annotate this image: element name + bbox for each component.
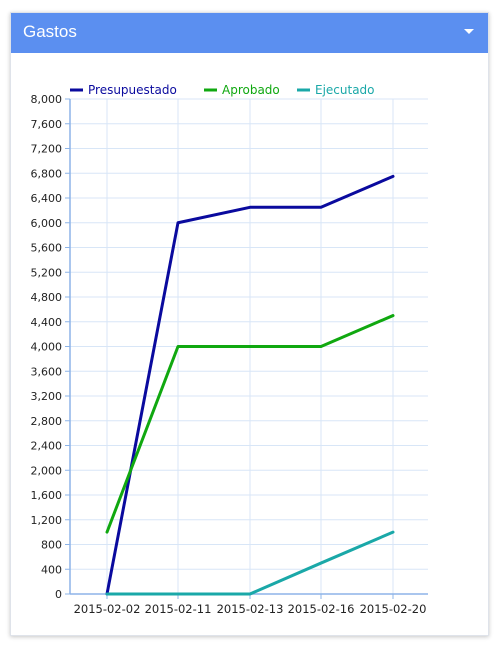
x-tick-label: 2015-02-13 (217, 602, 284, 616)
y-tick-label: 4,000 (31, 341, 63, 354)
panel-title: Gastos (23, 22, 77, 41)
y-tick-label: 8,000 (31, 93, 63, 106)
dropdown-toggle-button[interactable] (458, 21, 480, 43)
x-axis-ticks: 2015-02-02 2015-02-11 2015-02-13 2015-02-16… (74, 594, 427, 616)
x-tick-label: 2015-02-11 (145, 602, 212, 616)
series-line-aprobado (105, 314, 395, 534)
y-tick-label: 2,800 (31, 415, 63, 428)
y-tick-label: 3,600 (31, 365, 63, 378)
series-line-presupuestado (105, 174, 395, 596)
y-tick-label: 4,800 (31, 291, 63, 304)
y-tick-label: 400 (41, 563, 62, 576)
y-tick-label: 6,800 (31, 167, 63, 180)
y-tick-label: 7,200 (31, 143, 63, 156)
y-tick-label: 4,400 (31, 316, 63, 329)
y-tick-label: 6,400 (31, 192, 63, 205)
legend: Presupuestado Aprobado Ejecutado (70, 83, 375, 97)
legend-label: Aprobado (222, 83, 280, 97)
x-tick-label: 2015-02-02 (74, 602, 141, 616)
series (105, 174, 395, 596)
x-tick-label: 2015-02-16 (288, 602, 355, 616)
y-tick-label: 5,200 (31, 266, 63, 279)
panel-header: Gastos (11, 13, 488, 53)
y-tick-label: 6,000 (31, 217, 63, 230)
x-tick-label: 2015-02-20 (360, 602, 427, 616)
y-tick-label: 2,000 (31, 464, 63, 477)
legend-label: Ejecutado (315, 83, 375, 97)
y-tick-label: 7,600 (31, 118, 63, 131)
y-axis-ticks: 0 400 800 1,200 1,600 2,000 2,400 2,800 3,200 3,6… (31, 93, 70, 601)
series-line-ejecutado (105, 530, 395, 596)
y-tick-label: 1,200 (31, 514, 63, 527)
grid (70, 98, 428, 594)
y-tick-label: 0 (55, 588, 62, 601)
y-tick-label: 800 (41, 539, 62, 552)
y-tick-label: 3,200 (31, 390, 63, 403)
legend-label: Presupuestado (88, 83, 177, 97)
y-tick-label: 1,600 (31, 489, 63, 502)
y-tick-label: 5,600 (31, 242, 63, 255)
y-tick-label: 2,400 (31, 440, 63, 453)
caret-down-icon (464, 29, 474, 34)
